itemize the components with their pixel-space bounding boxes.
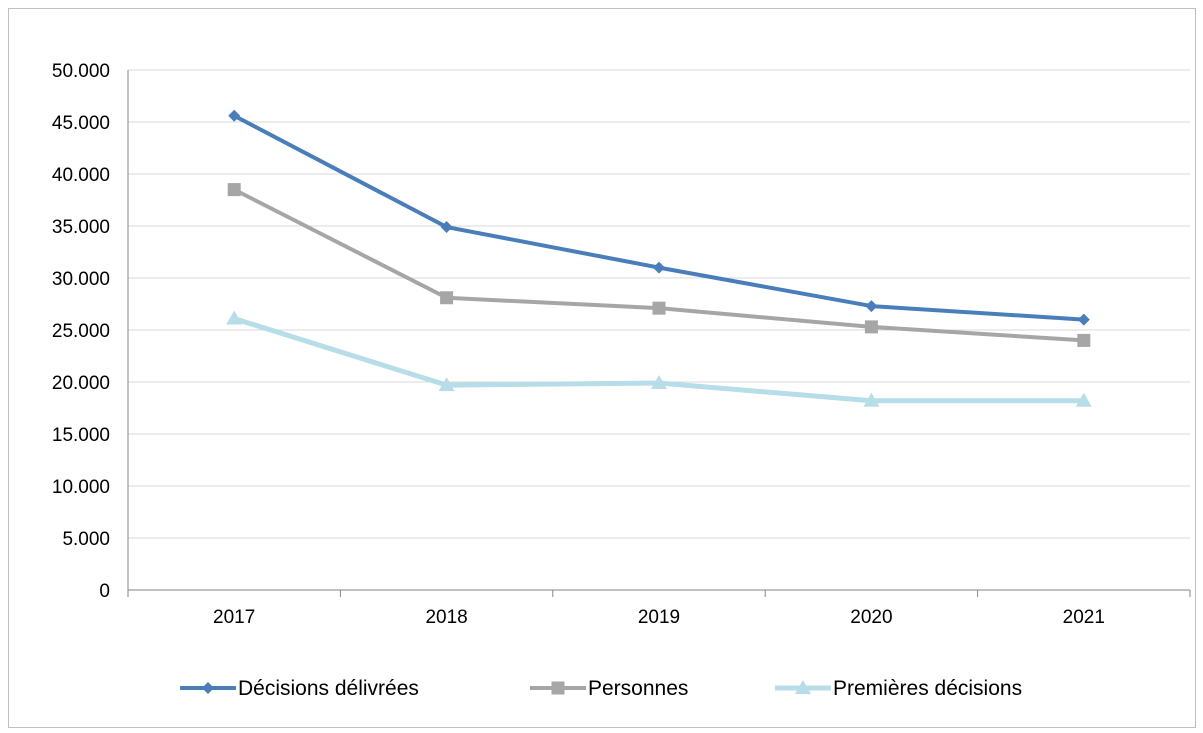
- y-tick-label: 30.000: [52, 269, 110, 290]
- legend-marker: [551, 681, 565, 695]
- x-tick-label: 2019: [638, 607, 680, 628]
- data-point: [652, 301, 666, 315]
- legend-label: Personnes: [588, 677, 688, 700]
- y-tick-label: 50.000: [52, 61, 110, 82]
- y-tick-label: 20.000: [52, 373, 110, 394]
- data-point: [863, 392, 880, 407]
- data-point: [864, 320, 878, 334]
- data-point: [651, 375, 667, 390]
- data-point: [438, 377, 455, 392]
- legend-label: Décisions délivrées: [238, 677, 419, 700]
- data-point: [865, 300, 878, 313]
- chart-area: [8, 8, 1196, 728]
- legend-label: Premières décisions: [833, 677, 1022, 700]
- y-tick-label: 15.000: [52, 425, 110, 446]
- y-tick-label: 40.000: [52, 165, 110, 186]
- y-tick-label: 0: [99, 581, 110, 602]
- y-tick-label: 25.000: [52, 321, 110, 342]
- x-tick-label: 2021: [1063, 607, 1105, 628]
- legend-marker: [795, 680, 811, 694]
- y-tick-label: 45.000: [52, 113, 110, 134]
- data-point: [226, 310, 243, 325]
- x-tick-label: 2018: [425, 607, 467, 628]
- series-line: [233, 113, 1084, 322]
- data-point: [1075, 392, 1092, 407]
- y-tick-label: 5.000: [62, 529, 110, 550]
- data-point: [1077, 333, 1091, 347]
- data-point: [228, 109, 241, 122]
- y-tick-label: 10.000: [52, 477, 110, 498]
- data-point: [1077, 313, 1090, 326]
- legend-marker: [202, 682, 214, 694]
- data-point: [440, 291, 454, 305]
- y-tick-label: 35.000: [52, 217, 110, 238]
- data-point: [227, 183, 241, 197]
- data-point: [653, 261, 665, 274]
- data-point: [440, 221, 453, 234]
- x-tick-label: 2017: [213, 607, 255, 628]
- x-tick-label: 2020: [850, 607, 892, 628]
